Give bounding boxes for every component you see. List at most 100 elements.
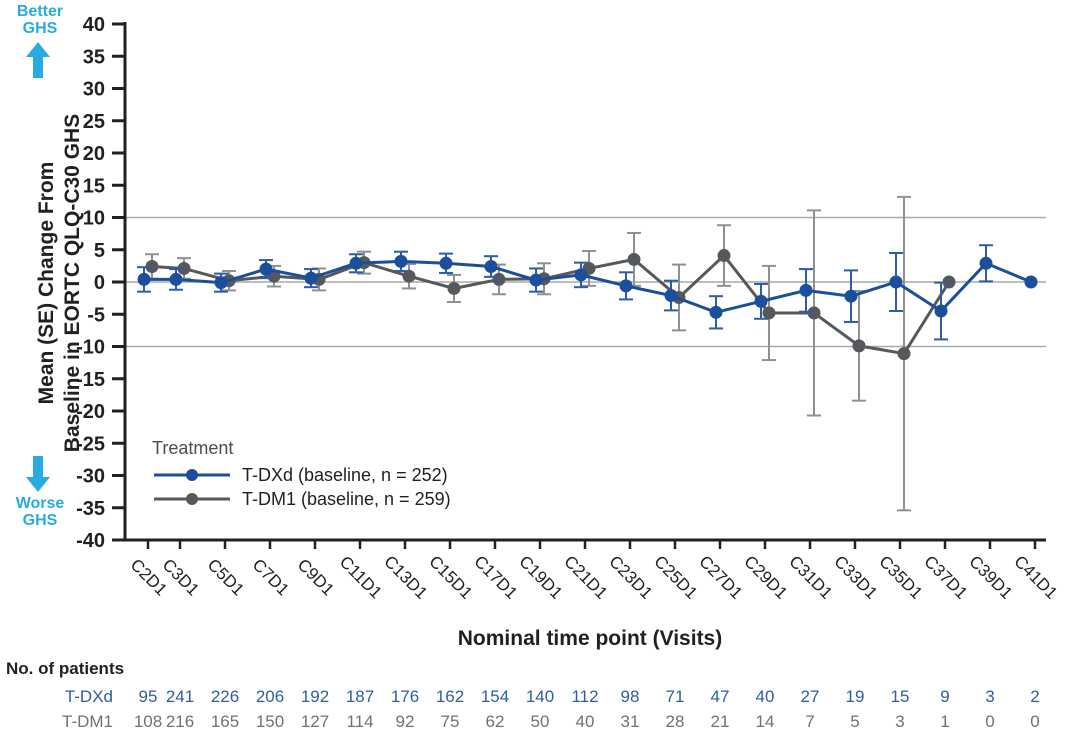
patient-count: 140 [525,687,555,706]
data-point [852,339,866,353]
y-tick-label: -10 [76,337,105,359]
patient-count: 15 [890,687,910,706]
x-tick-label: C29D1 [740,552,791,603]
data-point [137,272,151,286]
patient-count: 3 [985,687,995,706]
x-tick-label: C11D1 [336,552,386,602]
data-point [942,275,956,289]
y-tick-label: 35 [83,46,105,68]
data-point [979,256,993,270]
x-tick-label: C31D1 [785,552,836,603]
y-tick-label: 40 [83,14,105,36]
y-tick-label: 0 [94,272,105,294]
data-point [619,279,633,293]
legend-title: Treatment [152,438,234,458]
x-tick-label: C7D1 [249,555,293,599]
y-tick-label: 15 [83,175,105,197]
patient-count: 21 [710,712,730,731]
patient-count: 27 [800,687,820,706]
y-tick-label: 30 [83,79,105,101]
y-tick-label: 10 [83,208,105,230]
y-tick-label: -30 [76,466,105,488]
patient-count: 50 [530,712,550,731]
legend-item-tdm1: T-DM1 (baseline, n = 259) [152,487,451,511]
data-point [627,252,641,266]
x-tick-label: C37D1 [920,552,971,603]
data-point [799,283,813,297]
x-tick-label: C3D1 [159,555,203,599]
down-arrow-icon [26,456,50,497]
data-point [304,271,318,285]
x-tick-label: C23D1 [605,552,656,603]
patient-count: 7 [805,712,815,731]
x-tick-label: C35D1 [875,552,926,603]
patient-count: 3 [895,712,905,731]
y-tick-label: 5 [94,240,105,262]
x-tick-label: C13D1 [380,552,431,603]
data-point [664,289,678,303]
x-tick-label: C25D1 [650,552,701,603]
legend-item-tdxd: T-DXd (baseline, n = 252) [152,463,451,487]
patient-count: 241 [165,687,195,706]
data-point [349,256,363,270]
patient-count: 71 [665,687,685,706]
patient-count: 187 [345,687,375,706]
patient-count: 9 [940,687,950,706]
data-point [844,289,858,303]
data-point [1024,275,1038,289]
patient-count: 226 [210,687,240,706]
data-point [439,256,453,270]
patient-count: 98 [620,687,640,706]
data-point [177,261,191,275]
patient-count: 176 [390,687,420,706]
patient-count: 2 [1030,687,1040,706]
x-tick-label: C17D1 [470,552,521,603]
y-tick-label: 20 [83,143,105,165]
x-tick-label: C33D1 [830,552,881,603]
data-point [492,272,506,286]
patients-table-header: No. of patients [6,659,125,678]
x-tick-label: C39D1 [965,552,1016,603]
worse-ghs-label: Worse GHS [15,495,65,529]
y-tick-label: -15 [76,369,105,391]
patient-count: 28 [665,712,685,731]
legend-label-tdm1: T-DM1 (baseline, n = 259) [242,488,451,509]
patient-count: 31 [620,712,640,731]
patient-count: 14 [755,712,775,731]
data-point [402,269,416,283]
data-point [709,305,723,319]
data-point [214,276,228,290]
patient-count: 5 [850,712,860,731]
better-ghs-label: Better GHS [16,3,64,37]
data-point [889,275,903,289]
patients-row-tdxd: 95 241 226 206 192 187 176 162 154 140 112 98 71 47 40… [0,687,1080,707]
patients-row-tdm1: 108 216 165 150 127 114 92 75 62 50 40 31 28 21 14 7 5 3 1… [0,712,1080,732]
y-tick-label: 25 [83,111,105,133]
patient-count: 40 [575,712,595,731]
patient-count: 92 [395,712,415,731]
patient-count: 216 [165,712,195,731]
x-tick-label: C21D1 [560,552,611,603]
y-tick-label: -40 [76,530,105,552]
data-point [145,260,159,274]
patient-count: 162 [435,687,465,706]
data-point [574,268,588,282]
y-tick-label: -5 [87,304,105,326]
patients-row-label-tdm1: T-DM1 [62,712,113,731]
data-point [529,273,543,287]
x-axis-title: Nominal time point (Visits) [457,627,723,650]
patient-count: 114 [346,712,374,731]
y-tick-label: -25 [76,433,105,455]
patient-count: 150 [255,712,285,731]
patient-count: 108 [133,712,163,731]
up-arrow-icon [26,42,50,83]
y-tick-label: -35 [76,498,105,520]
data-point [394,254,408,268]
data-point [447,281,461,295]
patient-count: 1 [940,712,950,731]
data-point [897,347,911,361]
patient-count: 165 [210,712,240,731]
data-point [484,260,498,274]
data-point [807,306,821,320]
